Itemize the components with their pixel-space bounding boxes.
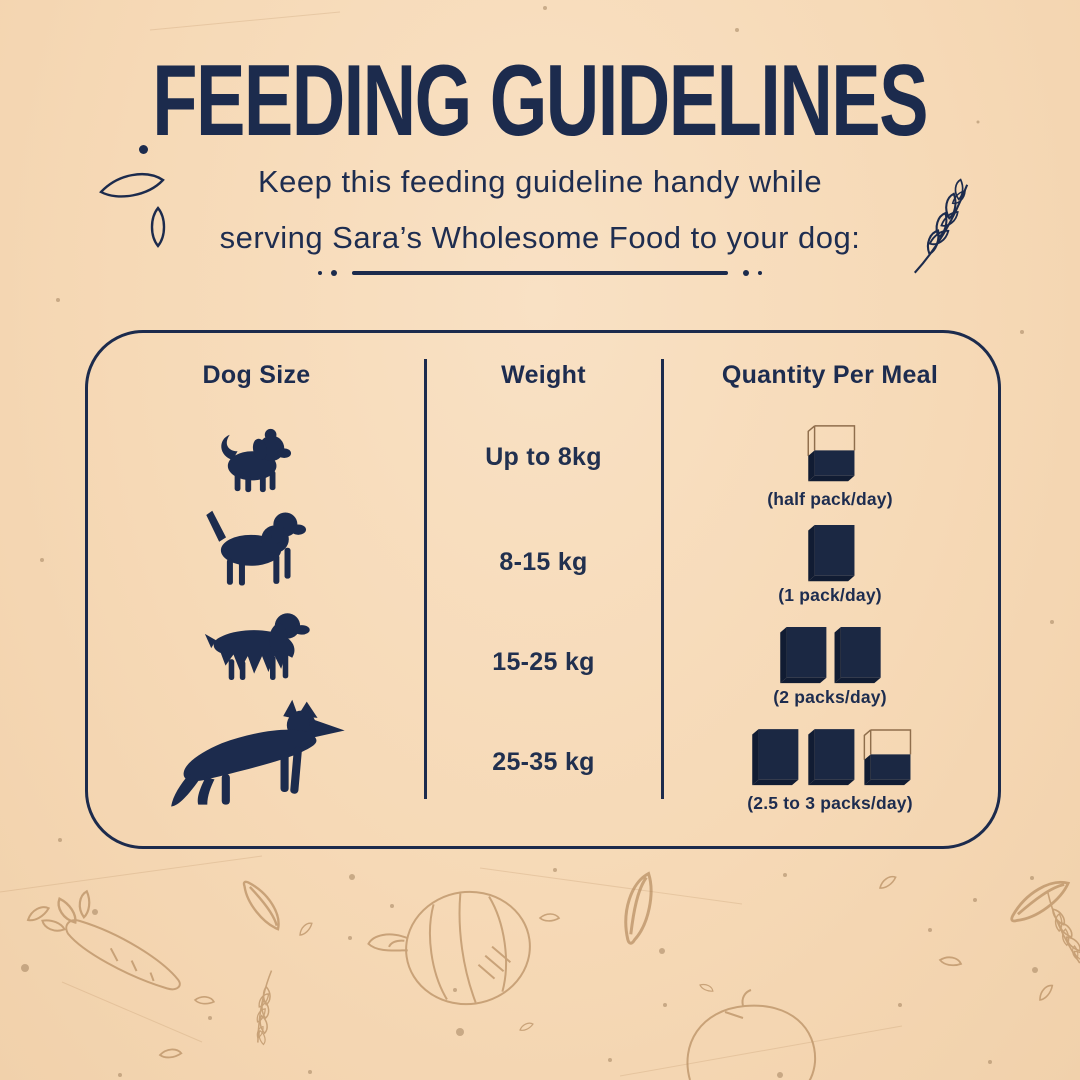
table-row-4-dog — [88, 698, 425, 811]
column-divider — [661, 359, 664, 799]
quantity-packs-half — [662, 421, 998, 487]
oak-sprig-doodle — [236, 971, 295, 1047]
weight-value: 8-15 kg — [499, 548, 588, 576]
quantity-caption: (1 pack/day) — [778, 585, 882, 605]
pod-doodle — [1003, 877, 1076, 925]
divider-dot — [758, 271, 762, 275]
leaf-doodle-left — [99, 173, 165, 198]
weight-value: 25-35 kg — [492, 748, 595, 776]
quantity-packs-two-half — [662, 725, 998, 791]
medium-dog-icon — [205, 510, 306, 586]
quantity-caption: (2.5 to 3 packs/day) — [747, 793, 913, 813]
column-header-dog-size: Dog Size — [202, 361, 311, 389]
page-title: FEEDING GUIDELINES — [152, 45, 929, 158]
quantity-caption: (half pack/day) — [767, 489, 893, 509]
pod-doodle — [607, 869, 670, 947]
seed-dot-decor — [139, 145, 148, 154]
two-and-half-packs-icon — [752, 729, 912, 786]
carrot-doodle — [39, 889, 181, 991]
oak-sprig-doodle-right — [896, 168, 988, 278]
divider-line — [352, 271, 728, 275]
large-dog-icon — [204, 613, 310, 680]
column-header-quantity-per-meal: Quantity Per Meal — [721, 361, 939, 389]
feeding-guidelines-table: Dog Size Weight Quantity Per Meal Up to … — [85, 330, 1001, 849]
giant-dog-icon — [170, 699, 345, 807]
table-row-1-dog — [88, 425, 425, 495]
full-pack-icon — [808, 525, 855, 582]
divider-dot — [331, 270, 337, 276]
apple-doodle — [686, 989, 817, 1080]
weight-value: Up to 8kg — [485, 443, 602, 471]
quantity-packs-two — [662, 623, 998, 689]
pod-doodle — [241, 874, 284, 937]
table-row-2-dog — [88, 503, 425, 589]
two-packs-icon — [780, 627, 881, 684]
pumpkin-doodle — [367, 890, 531, 1006]
half-pack-icon — [807, 425, 856, 482]
small-dog-icon — [220, 428, 291, 493]
column-header-weight: Weight — [501, 361, 586, 389]
divider-rule — [0, 266, 1080, 280]
table-row-3-dog — [88, 605, 425, 685]
page-subtitle: Keep this feeding guideline handy while … — [0, 154, 1080, 266]
column-divider — [424, 359, 427, 799]
subtitle-line-2: serving Sara’s Wholesome Food to your do… — [219, 220, 861, 255]
divider-dot — [743, 270, 749, 276]
quantity-packs-one — [662, 521, 998, 587]
seed-doodle-left — [150, 206, 166, 248]
quantity-caption: (2 packs/day) — [773, 687, 887, 707]
subtitle-line-1: Keep this feeding guideline handy while — [257, 164, 823, 199]
weight-value: 15-25 kg — [492, 648, 595, 676]
divider-dot — [318, 271, 322, 275]
vegetable-doodles-footer — [24, 869, 1080, 1080]
